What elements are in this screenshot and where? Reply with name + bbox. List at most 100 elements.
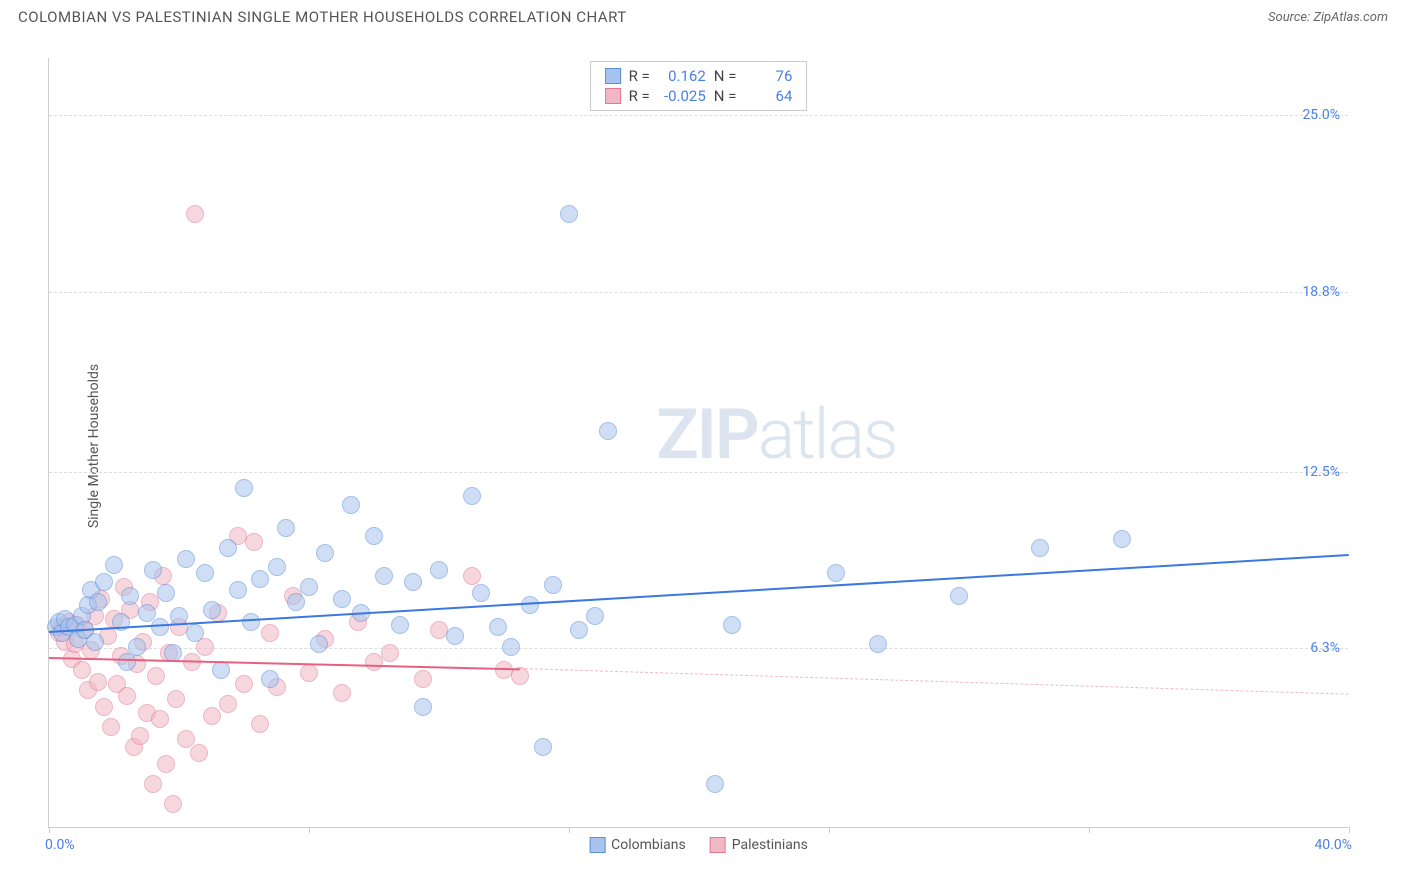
series-legend: Colombians Palestinians	[589, 837, 808, 853]
colombian-point	[404, 573, 422, 591]
chart-title: COLOMBIAN VS PALESTINIAN SINGLE MOTHER H…	[18, 8, 627, 26]
colombian-point	[472, 584, 490, 602]
palestinian-point	[89, 673, 107, 691]
palestinian-point	[203, 707, 221, 725]
colombian-point	[489, 618, 507, 636]
palestinian-point	[186, 205, 204, 223]
swatch-colombians	[605, 68, 621, 84]
palestinian-point	[381, 644, 399, 662]
colombian-point	[544, 576, 562, 594]
colombian-point	[1113, 530, 1131, 548]
colombian-point	[502, 638, 520, 656]
colombian-point	[570, 621, 588, 639]
y-tick-label: 6.3%	[1310, 640, 1340, 656]
colombian-point	[235, 479, 253, 497]
palestinian-point	[235, 675, 253, 693]
colombian-point	[196, 564, 214, 582]
colombian-point	[316, 544, 334, 562]
colombian-point	[1031, 539, 1049, 557]
colombian-point	[177, 550, 195, 568]
colombian-point	[242, 613, 260, 631]
gridline	[49, 115, 1348, 116]
colombian-point	[950, 587, 968, 605]
palestinian-point	[73, 661, 91, 679]
colombian-point	[251, 570, 269, 588]
legend-item-palestinians: Palestinians	[710, 837, 808, 853]
correlation-legend: R = 0.162 N = 76 R = -0.025 N = 64	[590, 61, 808, 111]
palestinian-point	[414, 670, 432, 688]
palestinian-point	[463, 567, 481, 585]
y-tick-label: 25.0%	[1302, 107, 1340, 123]
colombian-point	[586, 607, 604, 625]
colombian-point	[203, 601, 221, 619]
palestinian-point	[167, 690, 185, 708]
colombian-point	[869, 635, 887, 653]
palestinian-point	[164, 795, 182, 813]
gridline	[49, 648, 1348, 649]
colombian-point	[186, 624, 204, 642]
palestinian-point	[118, 687, 136, 705]
colombian-point	[706, 775, 724, 793]
colombian-point	[261, 670, 279, 688]
colombian-point	[128, 638, 146, 656]
colombian-point	[342, 496, 360, 514]
palestinian-point	[300, 664, 318, 682]
palestinian-point	[157, 755, 175, 773]
colombian-point	[105, 556, 123, 574]
swatch-palestinians-icon	[710, 837, 726, 853]
colombian-point	[463, 487, 481, 505]
colombian-point	[89, 593, 107, 611]
palestinian-point	[144, 775, 162, 793]
colombian-point	[95, 573, 113, 591]
colombian-point	[229, 581, 247, 599]
colombian-point	[599, 422, 617, 440]
colombian-point	[446, 627, 464, 645]
gridline	[49, 472, 1348, 473]
y-tick-label: 12.5%	[1302, 464, 1340, 480]
x-min-label: 0.0%	[45, 837, 75, 853]
palestinian-point	[95, 698, 113, 716]
colombian-point	[86, 633, 104, 651]
swatch-palestinians	[605, 88, 621, 104]
x-tick	[569, 827, 570, 833]
colombian-point	[560, 205, 578, 223]
colombian-point	[375, 567, 393, 585]
colombian-point	[157, 584, 175, 602]
palestinian-point	[147, 667, 165, 685]
r-value-palestinians: -0.025	[658, 87, 706, 105]
palestinian-point	[365, 653, 383, 671]
x-tick	[1089, 827, 1090, 833]
palestinian-point	[102, 718, 120, 736]
gridline	[49, 292, 1348, 293]
palestinian-point	[333, 684, 351, 702]
x-tick	[49, 827, 50, 833]
watermark-text: ZIPatlas	[656, 393, 896, 475]
source-attribution: Source: ZipAtlas.com	[1268, 10, 1388, 25]
legend-row-palestinians: R = -0.025 N = 64	[605, 86, 793, 106]
colombian-point	[219, 539, 237, 557]
colombian-point	[144, 561, 162, 579]
x-tick	[829, 827, 830, 833]
palestinian-point	[251, 715, 269, 733]
palestinian-point	[219, 695, 237, 713]
scatter-chart: ZIPatlas R = 0.162 N = 76 R = -0.025 N =…	[48, 58, 1348, 828]
colombian-point	[430, 561, 448, 579]
x-tick	[309, 827, 310, 833]
n-value-colombians: 76	[744, 67, 792, 85]
colombian-point	[365, 527, 383, 545]
colombian-point	[151, 618, 169, 636]
x-max-label: 40.0%	[1314, 837, 1352, 853]
palestinian-point	[131, 727, 149, 745]
colombian-point	[827, 564, 845, 582]
palestinian-point	[151, 710, 169, 728]
colombian-point	[310, 635, 328, 653]
colombian-point	[723, 616, 741, 634]
palestinian-point	[261, 624, 279, 642]
y-tick-label: 18.8%	[1302, 284, 1340, 300]
palestinian-point	[245, 533, 263, 551]
swatch-colombians-icon	[589, 837, 605, 853]
colombian-point	[287, 593, 305, 611]
colombian-point	[212, 661, 230, 679]
n-value-palestinians: 64	[744, 87, 792, 105]
palestinian-point	[190, 744, 208, 762]
